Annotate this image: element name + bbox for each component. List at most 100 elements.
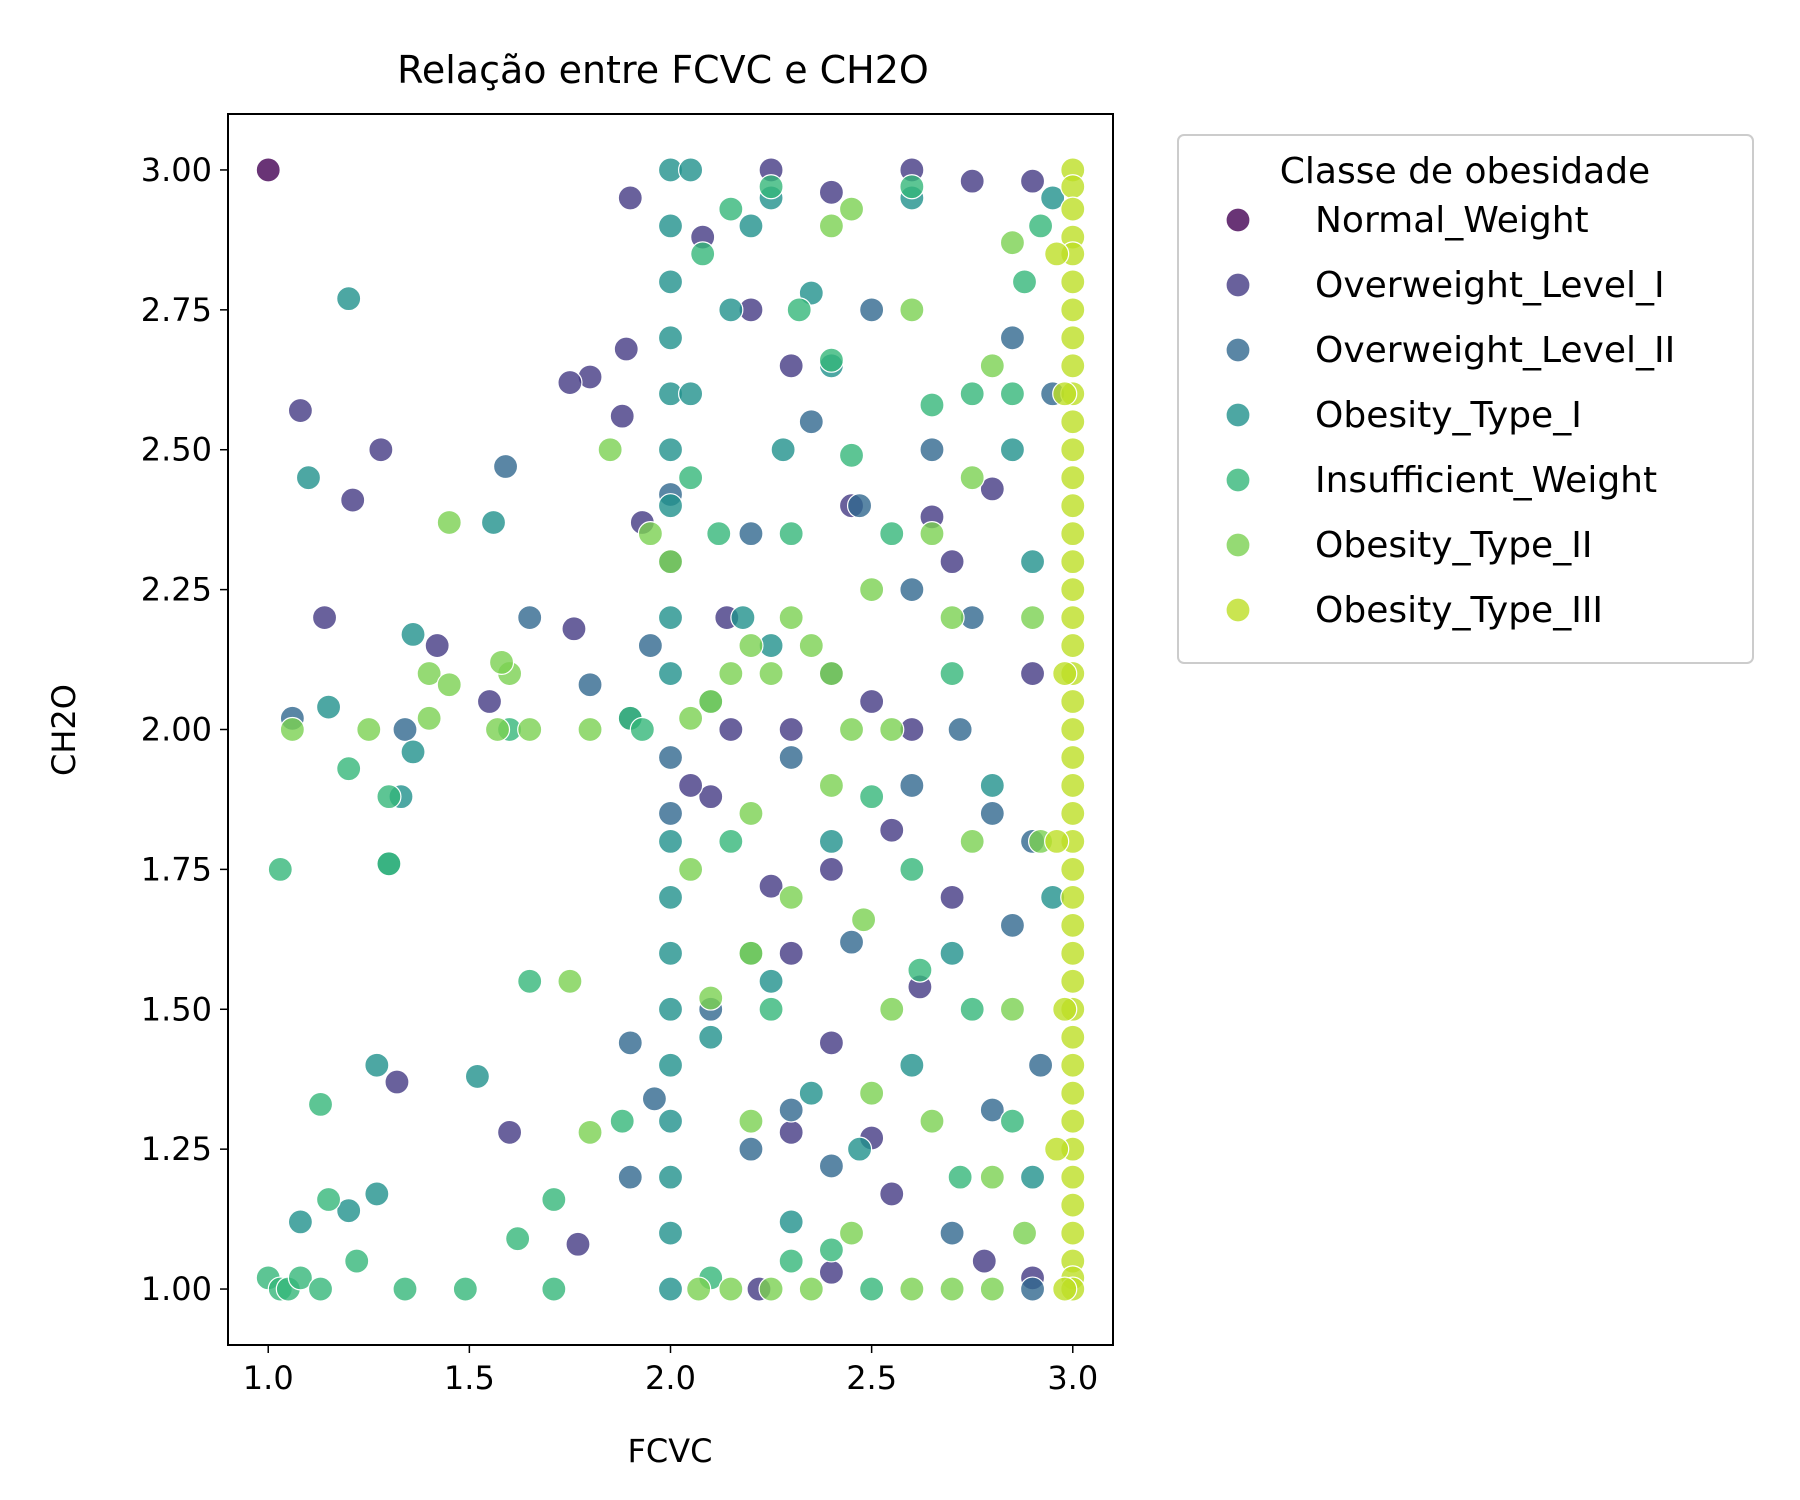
legend-items: Normal_Weight Overweight_Level_I Overweigh… xyxy=(1225,200,1675,631)
point-overweight-level-ii-1 xyxy=(517,604,543,631)
point-obesity-type-i-36 xyxy=(678,381,704,407)
point-obesity-type-i-46 xyxy=(798,1080,824,1106)
legend-label: Obesity_Type_II xyxy=(1315,525,1592,566)
point-insufficient-weight-16 xyxy=(315,1186,342,1213)
point-obesity-type-iii-18 xyxy=(1060,632,1086,659)
point-obesity-type-i-42 xyxy=(818,828,845,855)
point-overweight-level-i-24 xyxy=(979,476,1005,502)
x-tick-label: 2.5 xyxy=(846,1359,897,1397)
point-obesity-type-i-20 xyxy=(657,604,684,631)
point-insufficient-weight-43 xyxy=(947,1164,973,1190)
point-obesity-type-i-31 xyxy=(678,157,704,183)
point-overweight-level-i-17 xyxy=(959,168,985,194)
point-overweight-level-i-15 xyxy=(818,179,845,205)
point-overweight-level-ii-22 xyxy=(778,744,804,771)
point-insufficient-weight-13 xyxy=(267,856,293,882)
x-axis-label: FCVC xyxy=(628,1432,713,1470)
point-obesity-type-ii-36 xyxy=(999,996,1026,1022)
point-obesity-type-i-57 xyxy=(1019,1164,1046,1190)
point-obesity-type-ii-38 xyxy=(919,1108,945,1134)
point-obesity-type-iii-35 xyxy=(1060,1108,1086,1134)
point-overweight-level-ii-0 xyxy=(492,453,519,480)
point-obesity-type-ii-46 xyxy=(738,940,764,966)
point-obesity-type-ii-47 xyxy=(738,1108,764,1134)
point-obesity-type-iii-32 xyxy=(1060,1024,1086,1050)
point-insufficient-weight-38 xyxy=(859,784,885,810)
point-insufficient-weight-9 xyxy=(541,1276,567,1302)
point-insufficient-weight-32 xyxy=(959,381,985,407)
point-insufficient-weight-44 xyxy=(859,1276,885,1302)
point-overweight-level-ii-23 xyxy=(947,716,973,743)
point-insufficient-weight-24 xyxy=(678,465,704,491)
point-obesity-type-ii-49 xyxy=(678,856,704,882)
point-insufficient-weight-29 xyxy=(838,442,865,468)
point-obesity-type-ii-52 xyxy=(758,1276,784,1302)
point-insufficient-weight-49 xyxy=(718,828,744,855)
point-overweight-level-i-25 xyxy=(1019,660,1046,687)
point-obesity-type-i-22 xyxy=(657,828,684,855)
point-obesity-type-i-29 xyxy=(657,1220,684,1246)
legend-item-obesity-type-i: Obesity_Type_I xyxy=(1225,395,1582,436)
point-overweight-level-i-2 xyxy=(340,487,366,513)
y-tick-label: 2.00 xyxy=(141,711,212,749)
point-obesity-type-i-3 xyxy=(400,621,426,647)
point-obesity-type-i-24 xyxy=(657,940,684,966)
legend-marker xyxy=(1225,467,1251,493)
point-obesity-type-i-6 xyxy=(400,739,426,765)
point-insufficient-weight-30 xyxy=(899,174,925,200)
point-obesity-type-iii-28 xyxy=(1060,912,1086,938)
point-obesity-type-ii-12 xyxy=(557,968,583,994)
point-obesity-type-i-51 xyxy=(979,772,1005,799)
x-tick-label: 1.0 xyxy=(243,1359,294,1397)
point-obesity-type-i-39 xyxy=(730,604,756,631)
point-insufficient-weight-27 xyxy=(786,297,812,323)
point-obesity-type-i-55 xyxy=(999,437,1026,463)
point-obesity-type-ii-16 xyxy=(678,705,704,731)
point-obesity-type-iii-34 xyxy=(1060,1080,1086,1106)
point-overweight-level-ii-2 xyxy=(577,672,603,698)
point-obesity-type-iii-30 xyxy=(1060,968,1086,994)
point-obesity-type-iii-20 xyxy=(1060,688,1086,715)
point-obesity-type-ii-59 xyxy=(899,297,925,323)
point-obesity-type-ii-54 xyxy=(850,907,877,933)
legend-label: Overweight_Level_I xyxy=(1315,265,1665,306)
point-overweight-level-i-27 xyxy=(859,688,885,715)
legend-marker xyxy=(1225,207,1251,233)
point-insufficient-weight-48 xyxy=(758,996,784,1022)
point-overweight-level-i-32 xyxy=(758,873,784,899)
point-obesity-type-ii-44 xyxy=(818,213,845,239)
point-overweight-level-i-12 xyxy=(557,369,583,396)
point-obesity-type-ii-7 xyxy=(279,716,305,743)
point-obesity-type-iii-14 xyxy=(1060,521,1086,547)
point-obesity-type-iii-2 xyxy=(1060,196,1086,222)
legend-title: Classe de obesidade xyxy=(1280,151,1650,192)
y-tick-label: 1.50 xyxy=(141,990,212,1028)
point-obesity-type-ii-56 xyxy=(1019,604,1046,631)
point-obesity-type-iii-8 xyxy=(1060,353,1086,379)
point-obesity-type-ii-28 xyxy=(859,577,885,603)
point-obesity-type-i-28 xyxy=(657,1164,684,1190)
x-tick-label: 3.0 xyxy=(1047,1359,1098,1397)
point-obesity-type-ii-22 xyxy=(798,632,824,659)
point-obesity-type-ii-29 xyxy=(879,716,905,743)
y-tick-label: 1.00 xyxy=(141,1270,212,1308)
point-overweight-level-i-35 xyxy=(939,884,965,910)
point-obesity-type-ii-32 xyxy=(979,353,1005,379)
point-obesity-type-ii-42 xyxy=(859,1080,885,1106)
point-overweight-level-ii-17 xyxy=(899,577,925,603)
point-insufficient-weight-22 xyxy=(690,241,716,267)
point-obesity-type-i-11 xyxy=(364,1181,390,1207)
point-insufficient-weight-34 xyxy=(1027,213,1054,239)
point-obesity-type-ii-24 xyxy=(838,716,865,743)
point-obesity-type-ii-15 xyxy=(657,549,684,575)
point-overweight-level-ii-29 xyxy=(1027,1052,1054,1078)
point-obesity-type-ii-34 xyxy=(939,604,965,631)
point-obesity-type-iii-27 xyxy=(1060,884,1086,910)
point-obesity-type-i-47 xyxy=(778,1209,804,1235)
point-obesity-type-ii-20 xyxy=(758,660,784,687)
legend-marker xyxy=(1225,532,1251,558)
legend-label: Insufficient_Weight xyxy=(1315,460,1657,501)
point-overweight-level-ii-28 xyxy=(999,912,1026,938)
point-obesity-type-ii-41 xyxy=(979,1276,1005,1302)
point-overweight-level-ii-4 xyxy=(392,716,418,743)
